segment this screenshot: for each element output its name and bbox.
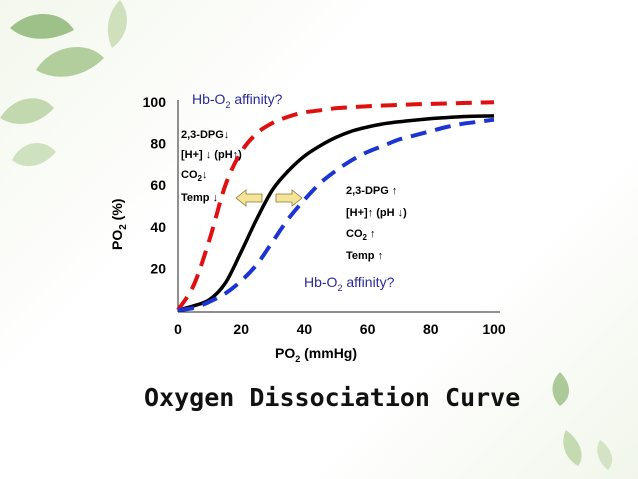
y-tick-label: 20 bbox=[150, 260, 166, 276]
right-shift-arrow bbox=[275, 189, 303, 207]
x-tick-label: 20 bbox=[233, 321, 249, 337]
slide-title: Oxygen Dissociation Curve bbox=[144, 383, 520, 412]
x-tick-label: 40 bbox=[297, 321, 313, 337]
left-factor-dpg: 2,3-DPG↓ bbox=[181, 129, 229, 141]
y-tick-label: 80 bbox=[150, 136, 166, 152]
y-tick-labels: 20 40 60 80 100 bbox=[143, 94, 167, 276]
curves bbox=[176, 100, 495, 312]
x-tick-label: 80 bbox=[423, 321, 439, 337]
right-factor-dpg: 2,3-DPG ↑ bbox=[346, 185, 397, 197]
right-factor-h: [H+]↑ (pH ↓) bbox=[346, 207, 407, 219]
left-affinity-annotation: Hb-O2 affinity? bbox=[192, 91, 283, 110]
right-affinity-annotation: Hb-O2 affinity? bbox=[304, 274, 395, 293]
x-tick-label: 0 bbox=[174, 321, 182, 337]
y-axis-label: PO2 (%) bbox=[109, 199, 129, 250]
x-tick-label: 100 bbox=[482, 321, 506, 337]
right-factor-temp: Temp ↑ bbox=[346, 250, 383, 262]
left-factor-h: [H+] ↓ (pH↑) bbox=[181, 149, 242, 161]
normal-curve bbox=[177, 114, 495, 312]
leaf-decoration-bottom-right bbox=[552, 372, 613, 470]
right-factor-co2: CO2 ↑ bbox=[346, 228, 376, 242]
right-shift-curve bbox=[177, 117, 495, 312]
y-tick-label: 100 bbox=[143, 94, 167, 110]
x-tick-label: 60 bbox=[360, 321, 376, 337]
x-axis-label: PO2 (mmHg) bbox=[275, 345, 357, 364]
y-tick-label: 60 bbox=[150, 177, 166, 193]
y-tick-label: 40 bbox=[150, 219, 166, 235]
left-factor-temp: Temp ↓ bbox=[181, 192, 218, 204]
left-shift-curve bbox=[176, 100, 495, 312]
left-shift-arrow bbox=[235, 189, 263, 207]
right-shift-factors: 2,3-DPG ↑ [H+]↑ (pH ↓) CO2 ↑ Temp ↑ bbox=[346, 185, 407, 262]
left-factor-co2: CO2↓ bbox=[181, 169, 207, 183]
x-tick-labels: 0 20 40 60 80 100 bbox=[174, 321, 506, 337]
left-shift-factors: 2,3-DPG↓ [H+] ↓ (pH↑) CO2↓ Temp ↓ bbox=[181, 129, 242, 204]
leaf-decoration-top-left bbox=[0, 0, 127, 167]
